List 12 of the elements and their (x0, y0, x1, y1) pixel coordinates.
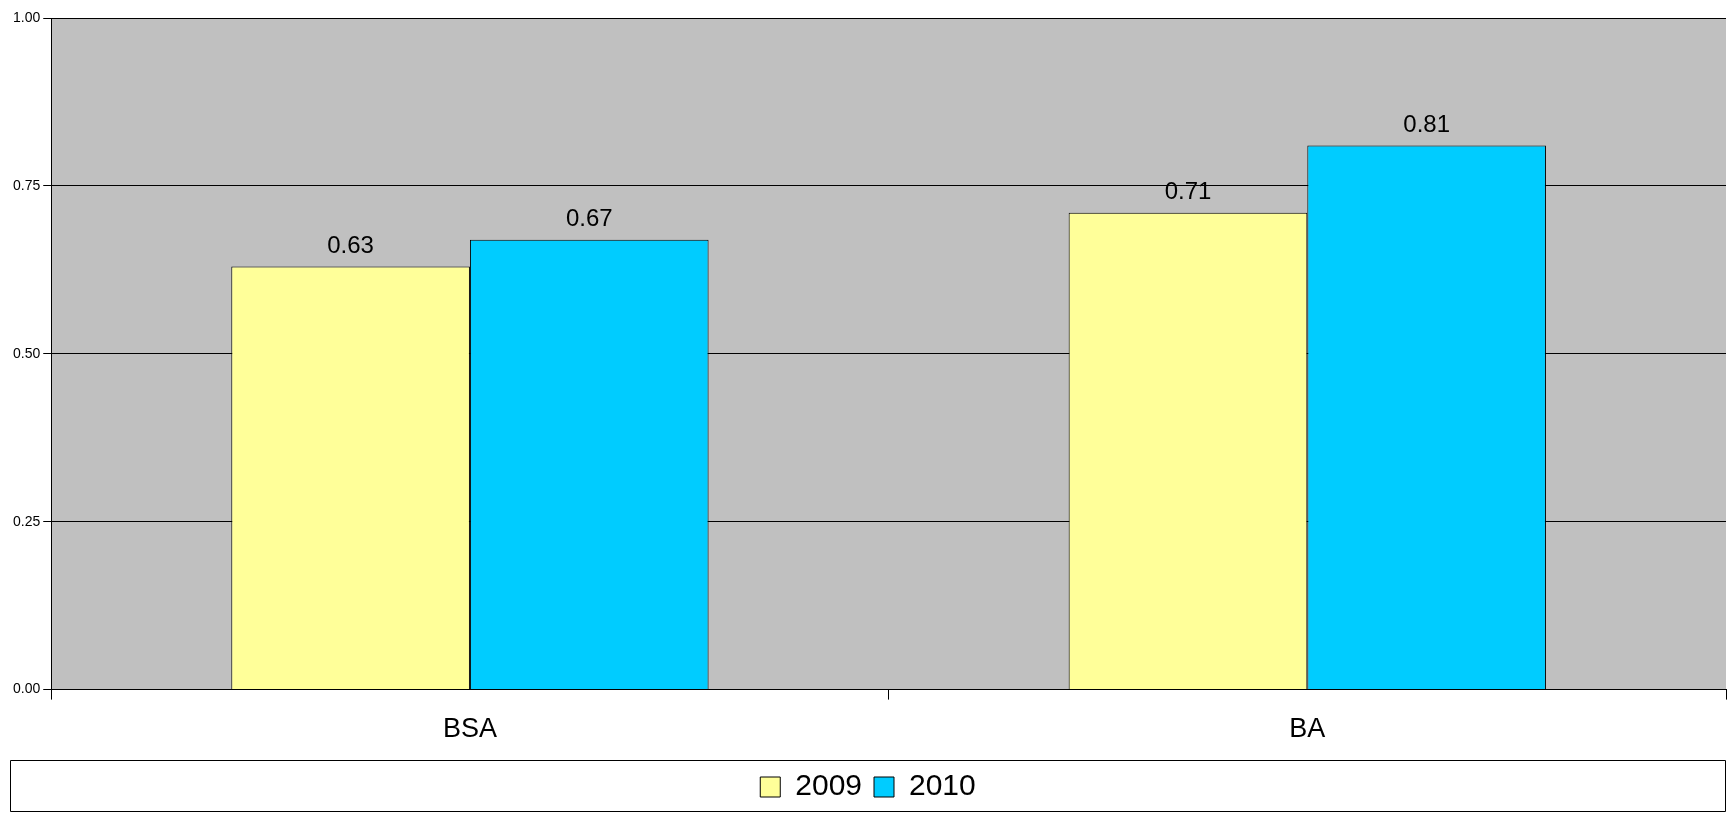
data-label: 0.81 (1403, 110, 1450, 138)
y-tick-label: 0.00 (13, 680, 41, 697)
data-label: 0.67 (565, 204, 613, 232)
y-tick-label: 1.00 (13, 8, 41, 25)
x-tick-label: BA (1289, 713, 1326, 744)
y-tick-label: 0.50 (13, 344, 41, 361)
legend-label: 2009 (795, 768, 863, 802)
y-tick-label: 0.25 (13, 512, 41, 529)
y-tick-label: 0.75 (13, 176, 41, 193)
legend-label: 2010 (909, 768, 976, 802)
data-label: 0.63 (327, 231, 374, 259)
x-tick-label: BSA (442, 713, 497, 744)
